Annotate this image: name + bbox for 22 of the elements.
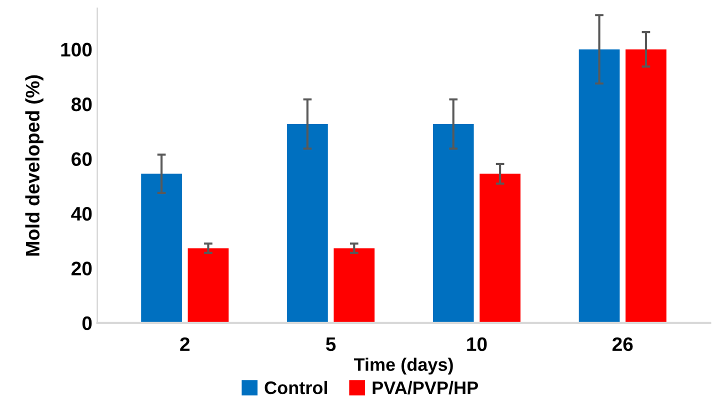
y-axis-title: Mold developed (%) bbox=[25, 75, 44, 256]
bar bbox=[626, 49, 666, 323]
legend-label: PVA/PVP/HP bbox=[372, 380, 478, 394]
y-tick-label: 80 bbox=[71, 98, 92, 112]
x-tick-label: 10 bbox=[467, 337, 487, 352]
bar bbox=[480, 174, 520, 323]
x-tick-label: 26 bbox=[612, 337, 633, 352]
bar bbox=[287, 124, 328, 323]
bar bbox=[432, 124, 474, 323]
y-tick-label: 40 bbox=[71, 206, 92, 221]
y-tick-label: 60 bbox=[72, 152, 92, 166]
legend-label: Control bbox=[264, 380, 327, 394]
bar bbox=[334, 248, 375, 323]
x-tick-label: 2 bbox=[180, 337, 190, 351]
x-axis-title: Time (days) bbox=[354, 358, 453, 375]
y-tick-label: 0 bbox=[82, 316, 92, 330]
y-tick-label: 100 bbox=[61, 42, 92, 57]
y-tick-label: 20 bbox=[72, 262, 92, 276]
bar bbox=[141, 174, 182, 323]
bar bbox=[188, 248, 229, 323]
bar bbox=[578, 49, 620, 323]
x-tick-label: 5 bbox=[326, 338, 336, 352]
